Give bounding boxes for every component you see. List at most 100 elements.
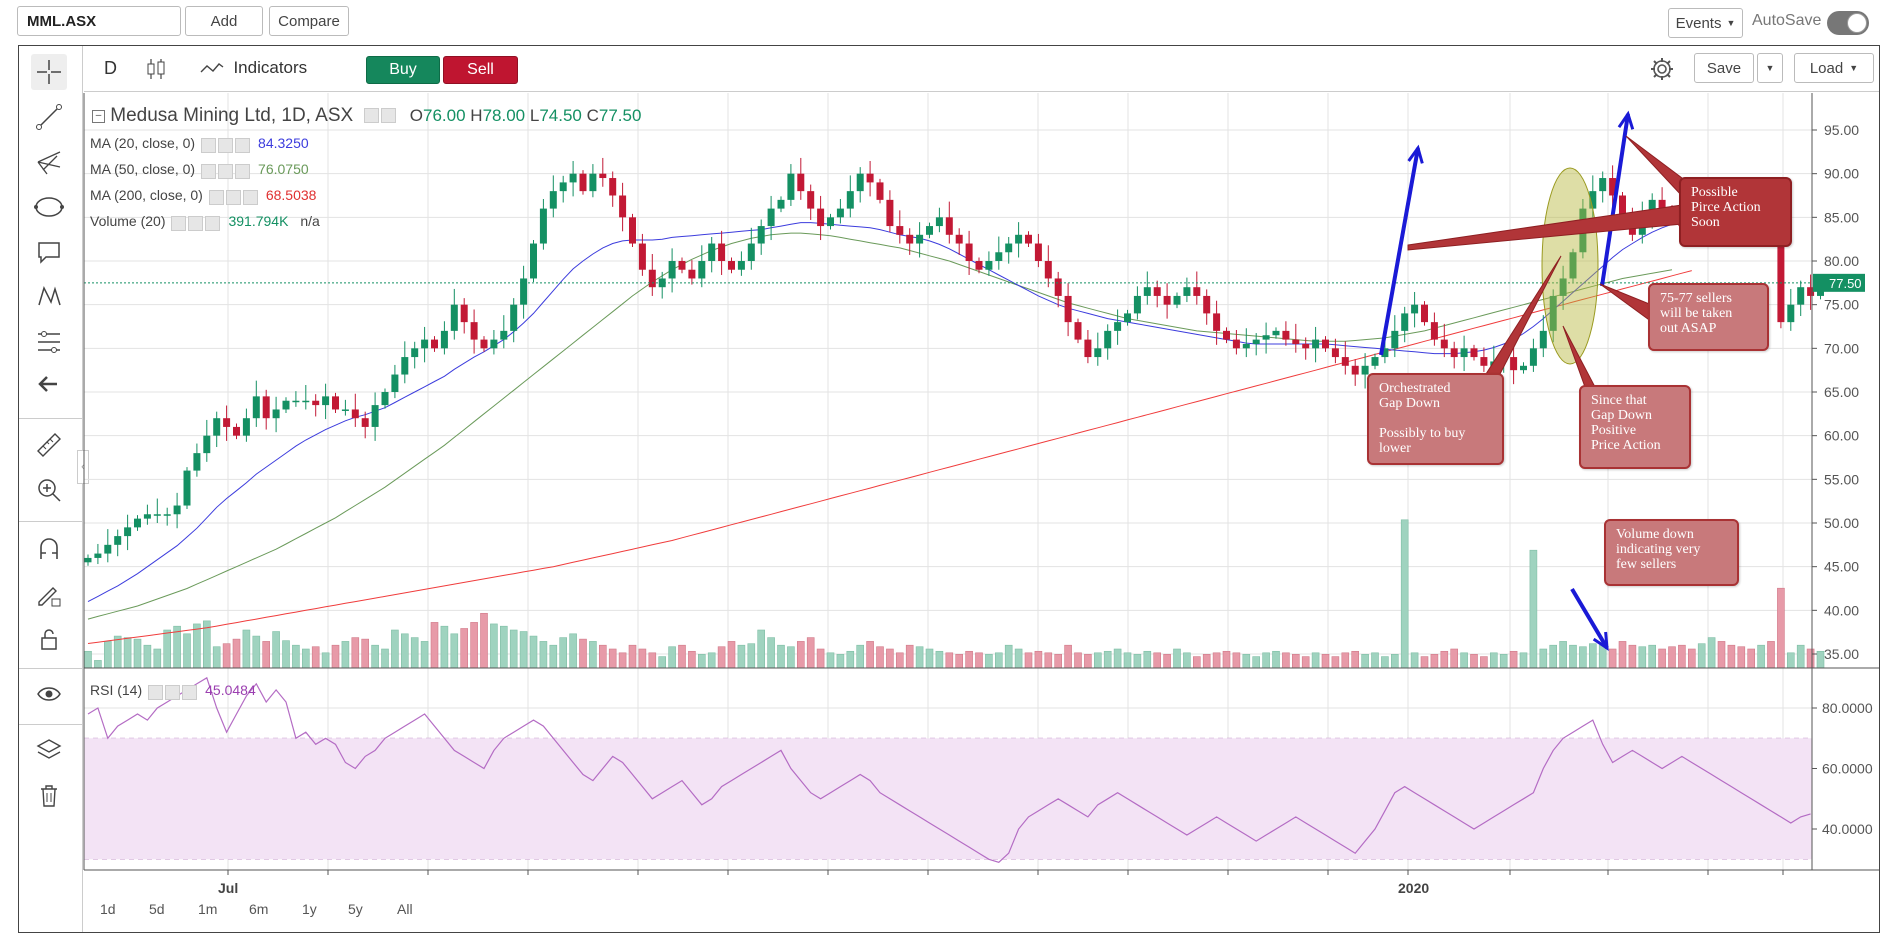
candle-body xyxy=(1252,339,1260,344)
volume-bar xyxy=(1470,654,1478,669)
volume-bar xyxy=(1004,644,1013,669)
autosave-toggle[interactable] xyxy=(1827,11,1869,35)
events-dropdown[interactable]: Events ▼ xyxy=(1668,8,1743,38)
range-1m[interactable]: 1m xyxy=(198,901,218,917)
volume-bar xyxy=(113,635,122,669)
candle-body xyxy=(648,269,656,288)
volume-bar xyxy=(688,650,696,669)
ma200-icons[interactable] xyxy=(208,188,260,205)
range-5d[interactable]: 5d xyxy=(149,901,165,917)
ma20-icons[interactable] xyxy=(201,136,252,153)
volume-bar xyxy=(1440,650,1449,669)
annotation-possible-action[interactable]: Possible Pirce Action Soon xyxy=(1679,177,1792,247)
ruler-icon[interactable] xyxy=(31,427,67,463)
volume-bar xyxy=(737,644,746,669)
range-6m[interactable]: 6m xyxy=(249,901,269,917)
back-arrow-icon[interactable] xyxy=(31,366,67,402)
range-5y[interactable]: 5y xyxy=(348,901,363,917)
candle-body xyxy=(559,182,567,192)
ma20-value: 84.3250 xyxy=(258,135,309,151)
unlock-icon[interactable] xyxy=(31,621,67,657)
load-button[interactable]: Load ▼ xyxy=(1794,53,1874,83)
gear-icon[interactable] xyxy=(1648,55,1676,88)
compare-button[interactable]: Compare xyxy=(269,6,349,36)
price-tick-label: 85.00 xyxy=(1824,209,1859,225)
candle-body xyxy=(767,208,775,227)
pitchfork-icon[interactable] xyxy=(31,144,67,180)
pattern-icon[interactable] xyxy=(31,279,67,315)
candle-body xyxy=(876,182,884,200)
collapse-legend-icon[interactable]: – xyxy=(92,109,105,123)
range-all[interactable]: All xyxy=(397,901,413,917)
layers-icon[interactable] xyxy=(31,732,67,768)
candle-body xyxy=(906,234,914,244)
save-menu-chevron-icon[interactable]: ▼ xyxy=(1757,53,1783,83)
annotation-volume-down[interactable]: Volume down indicating very few sellers xyxy=(1604,519,1739,586)
candle-body xyxy=(500,330,508,340)
close-value: 77.50 xyxy=(598,106,642,126)
eye-icon[interactable] xyxy=(31,676,67,712)
fib-icon[interactable] xyxy=(31,324,67,360)
add-button[interactable]: Add xyxy=(185,6,263,36)
volume-bar xyxy=(1143,650,1152,669)
volume-bar xyxy=(1292,654,1300,669)
candle-body xyxy=(985,261,993,270)
sell-button[interactable]: Sell xyxy=(443,56,518,84)
candle-style-icon[interactable] xyxy=(144,56,168,87)
volume-bar xyxy=(490,623,498,669)
candle-body xyxy=(242,418,250,436)
comment-icon[interactable] xyxy=(31,234,67,270)
candle-body xyxy=(856,173,864,192)
range-1d[interactable]: 1d xyxy=(100,901,116,917)
candle-body xyxy=(361,418,369,427)
volume-bar xyxy=(1331,656,1340,669)
volume-bar xyxy=(193,623,201,669)
ma20-legend: MA (20, close, 0) 84.3250 xyxy=(90,135,309,153)
volume-label: Volume (20) xyxy=(90,213,166,229)
candle-body xyxy=(1232,339,1240,349)
legend-icons[interactable] xyxy=(364,105,398,127)
indicators-button[interactable]: Indicators xyxy=(199,58,307,78)
candle-body xyxy=(935,217,943,227)
zoom-in-icon[interactable] xyxy=(31,472,67,508)
volume-bar xyxy=(767,637,775,669)
volume-bar xyxy=(1549,644,1557,669)
volume-bar xyxy=(1163,654,1171,669)
volume-bar xyxy=(1490,652,1498,669)
candle-body xyxy=(440,330,448,349)
range-1y[interactable]: 1y xyxy=(302,901,317,917)
volume-bar xyxy=(252,635,261,669)
volume-bar xyxy=(133,638,142,669)
ma50-icons[interactable] xyxy=(201,162,252,179)
buy-button[interactable]: Buy xyxy=(366,56,440,84)
lock-draw-icon[interactable] xyxy=(31,576,67,612)
candle-body xyxy=(1242,343,1250,349)
candle-body xyxy=(262,396,270,419)
candle-body xyxy=(233,426,240,436)
volume-bar xyxy=(1381,656,1389,669)
candle-body xyxy=(104,544,112,554)
volume-bar xyxy=(1123,652,1132,669)
collapse-toolbar-handle[interactable]: ‹ xyxy=(77,450,89,484)
trash-icon[interactable] xyxy=(31,777,67,813)
volume-bar xyxy=(1183,652,1191,669)
volume-icons[interactable] xyxy=(171,214,222,231)
annotation-since-gap[interactable]: Since that Gap Down Positive Price Actio… xyxy=(1579,385,1691,469)
annotation-gap-down[interactable]: Orchestrated Gap Down Possibly to buy lo… xyxy=(1367,373,1504,465)
volume-bar xyxy=(341,641,350,669)
symbol-input[interactable] xyxy=(17,6,181,36)
magnet-icon[interactable] xyxy=(31,531,67,567)
save-button[interactable]: Save xyxy=(1694,53,1754,83)
candle-body xyxy=(272,409,280,419)
ellipse-icon[interactable] xyxy=(31,189,67,225)
candle-body xyxy=(1797,287,1805,305)
volume-bar xyxy=(311,646,320,669)
interval-button[interactable]: D xyxy=(104,58,117,78)
trendline-icon[interactable] xyxy=(31,99,67,135)
crosshair-icon[interactable] xyxy=(31,54,67,90)
volume-bar xyxy=(480,612,488,669)
volume-bar xyxy=(1460,652,1468,669)
rsi-icons[interactable] xyxy=(148,683,199,700)
annotation-sellers[interactable]: 75-77 sellers will be taken out ASAP xyxy=(1648,283,1769,351)
